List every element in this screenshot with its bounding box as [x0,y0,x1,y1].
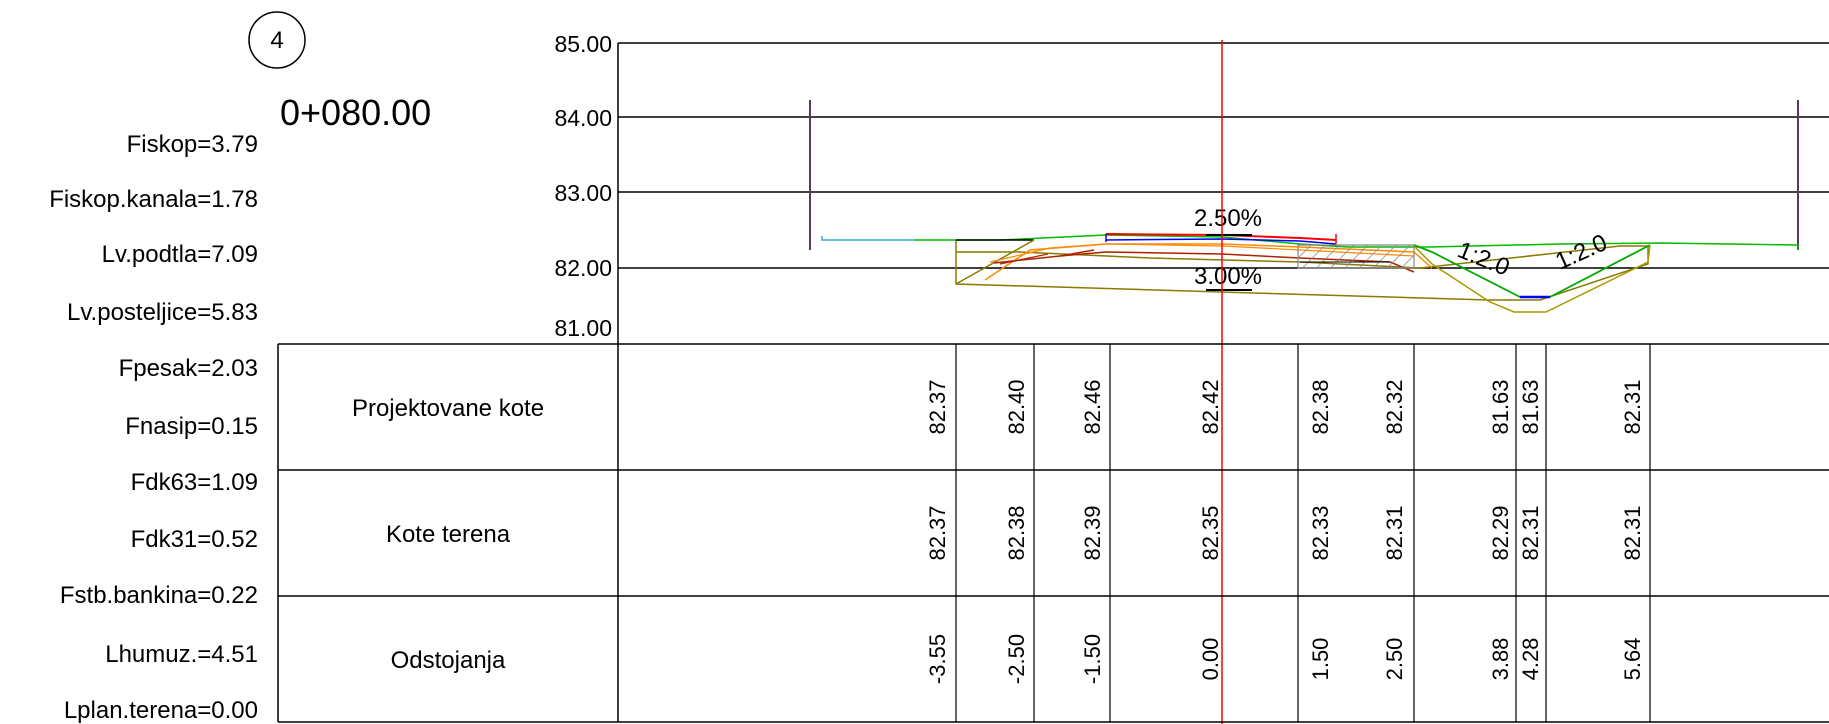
distance-value: 1.50 [1308,638,1333,681]
terrain-elevation-value: 82.31 [1382,505,1407,560]
terrain-elevation-value: 82.35 [1198,505,1223,560]
elevation-label: 85.00 [554,31,612,57]
projected-elevation-value: 82.46 [1080,379,1105,434]
parameter-item: Fstb.bankina=0.22 [60,582,258,609]
row-label-projected: Projektovane kote [352,395,544,422]
terrain-elevation-value: 82.33 [1308,505,1333,560]
elevation-label: 84.00 [554,105,612,131]
parameter-item: Fnasip=0.15 [125,413,258,440]
terrain-elevation-value: 82.37 [925,505,950,560]
elevation-grid: 85.00 84.00 83.00 82.00 81.00 [554,31,1829,344]
parameter-list: Fiskop=3.79 Fiskop.kanala=1.78 Lv.podtla… [49,131,258,724]
terrain-left-line [821,236,914,241]
projected-elevation-value: 82.32 [1382,379,1407,434]
parameter-item: Fiskop.kanala=1.78 [49,186,258,213]
layer-edge-left [999,253,1049,265]
ditch-line [1413,244,1651,298]
parameter-item: Lplan.terena=0.00 [64,697,258,724]
parameter-item: Lv.posteljice=5.83 [67,299,258,326]
top-slope-label: 2.50% [1194,205,1262,232]
pavement-top [1105,233,1337,241]
parameter-item: Fpesak=2.03 [119,355,258,382]
terrain-elevation-value: 82.29 [1488,505,1513,560]
table-values: 82.37 82.40 82.46 82.42 82.38 82.32 81.6… [925,379,1645,684]
parameter-item: Lhumuz.=4.51 [105,641,258,668]
ditch-lining [1413,244,1651,313]
terrain-elevation-value: 82.31 [1518,505,1543,560]
distance-value: -1.50 [1080,634,1105,684]
distance-value: 4.28 [1518,638,1543,681]
station-label: 0+080.00 [280,92,431,133]
sheet-number: 4 [270,27,283,54]
projected-elevation-value: 82.40 [1004,379,1029,434]
elevation-label: 81.00 [554,315,612,341]
projected-elevation-value: 82.37 [925,379,950,434]
ditch-slope-left-label: 1:2.0 [1454,237,1514,282]
projected-elevation-value: 81.63 [1518,379,1543,434]
distance-value: 3.88 [1488,638,1513,681]
projected-elevation-value: 82.31 [1620,379,1645,434]
parameter-item: Lv.podtla=7.09 [102,241,258,268]
terrain-elevation-value: 82.31 [1620,505,1645,560]
hatched-shoulder [1297,244,1415,269]
row-label-distances: Odstojanja [391,647,506,674]
lower-layer-edge [1059,249,1095,257]
distance-value: -3.55 [925,634,950,684]
projected-elevation-value: 81.63 [1488,379,1513,434]
data-table: Projektovane kote Kote terena Odstojanja [277,343,1829,723]
parameter-item: Fdk31=0.52 [131,526,258,553]
projected-elevation-value: 82.38 [1308,379,1333,434]
bottom-slope-label: 3.00% [1194,263,1262,290]
sheet-number-badge: 4 [248,11,306,69]
row-label-terrain: Kote terena [386,521,511,548]
terrain-elevation-value: 82.38 [1004,505,1029,560]
distance-value: -2.50 [1004,634,1029,684]
distance-value: 5.64 [1620,638,1645,681]
pavement-course [1105,238,1337,245]
parameter-item: Fdk63=1.09 [131,469,258,496]
fill-slope-left [955,239,1035,285]
parameter-item: Fiskop=3.79 [127,131,258,158]
elevation-label: 83.00 [554,180,612,206]
distance-value: 2.50 [1382,638,1407,681]
distance-value: 0.00 [1198,638,1223,681]
sheet-number-circle [248,11,306,69]
terrain-elevation-value: 82.39 [1080,505,1105,560]
projected-elevation-value: 82.42 [1198,379,1223,434]
elevation-label: 82.00 [554,255,612,281]
